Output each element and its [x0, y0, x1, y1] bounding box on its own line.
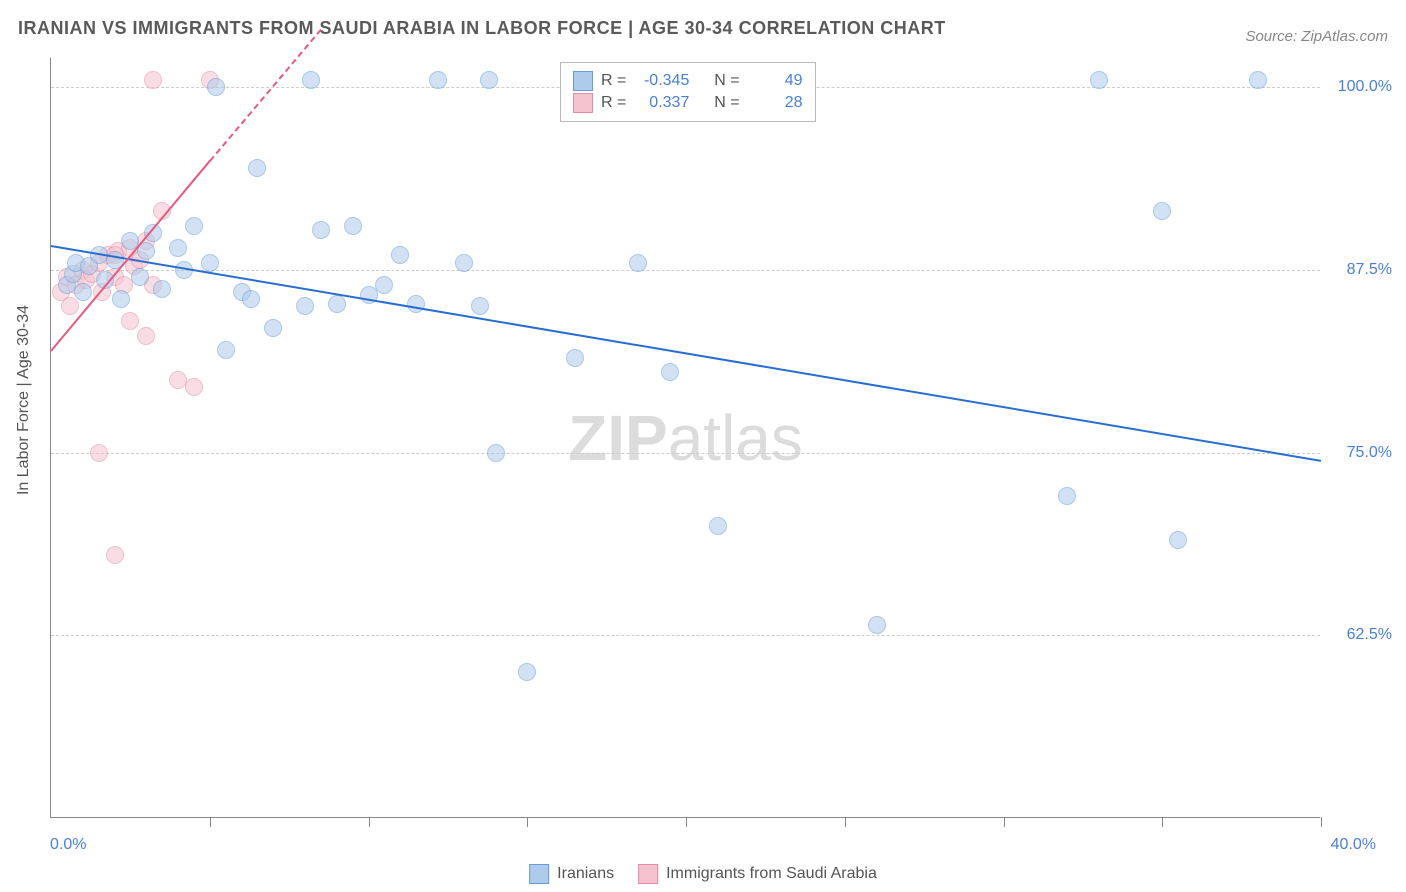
- scatter-point: [90, 444, 108, 462]
- y-tick-label: 100.0%: [1338, 78, 1392, 96]
- scatter-point: [455, 254, 473, 272]
- scatter-point: [518, 663, 536, 681]
- scatter-point: [144, 71, 162, 89]
- legend-item-1: Iranians: [529, 864, 614, 884]
- scatter-point: [1090, 71, 1108, 89]
- scatter-point: [709, 517, 727, 535]
- x-tick: [1162, 817, 1163, 827]
- scatter-point: [169, 239, 187, 257]
- scatter-point: [1169, 531, 1187, 549]
- scatter-point: [185, 217, 203, 235]
- n-value-2: 28: [748, 94, 803, 112]
- gridline-horizontal: [51, 635, 1320, 636]
- trend-line-extrapolated: [209, 29, 322, 162]
- scatter-point: [487, 444, 505, 462]
- scatter-point: [629, 254, 647, 272]
- x-tick: [527, 817, 528, 827]
- scatter-point: [242, 290, 260, 308]
- y-tick-label: 75.0%: [1347, 444, 1392, 462]
- swatch-series-1: [573, 71, 593, 91]
- r-label: R =: [601, 72, 626, 90]
- legend-label-1: Iranians: [557, 865, 614, 883]
- scatter-point: [471, 297, 489, 315]
- scatter-point: [661, 363, 679, 381]
- r-value-1: -0.345: [634, 72, 689, 90]
- trend-line: [51, 245, 1321, 462]
- scatter-point: [217, 341, 235, 359]
- n-label-2: N =: [714, 94, 739, 112]
- scatter-point: [566, 349, 584, 367]
- scatter-point: [207, 78, 225, 96]
- scatter-point: [344, 217, 362, 235]
- x-tick: [1321, 817, 1322, 827]
- swatch-iranians: [529, 864, 549, 884]
- chart-title: IRANIAN VS IMMIGRANTS FROM SAUDI ARABIA …: [18, 18, 946, 39]
- x-tick: [686, 817, 687, 827]
- stats-row-2: R = 0.337 N = 28: [573, 93, 803, 113]
- scatter-point: [480, 71, 498, 89]
- scatter-point: [131, 268, 149, 286]
- x-axis-max-label: 40.0%: [1331, 836, 1376, 854]
- stats-row-1: R = -0.345 N = 49: [573, 71, 803, 91]
- x-tick: [845, 817, 846, 827]
- scatter-point: [328, 295, 346, 313]
- watermark-bold: ZIP: [568, 402, 668, 474]
- scatter-point: [375, 276, 393, 294]
- scatter-point: [1058, 487, 1076, 505]
- swatch-series-2: [573, 93, 593, 113]
- chart-container: IRANIAN VS IMMIGRANTS FROM SAUDI ARABIA …: [0, 0, 1406, 892]
- x-tick: [1004, 817, 1005, 827]
- watermark: ZIPatlas: [568, 401, 803, 475]
- swatch-saudi: [638, 864, 658, 884]
- scatter-point: [1153, 202, 1171, 220]
- scatter-point: [868, 616, 886, 634]
- scatter-point: [74, 283, 92, 301]
- scatter-point: [61, 297, 79, 315]
- legend-item-2: Immigrants from Saudi Arabia: [638, 864, 877, 884]
- scatter-point: [264, 319, 282, 337]
- n-label: N =: [714, 72, 739, 90]
- scatter-point: [106, 546, 124, 564]
- y-tick-label: 62.5%: [1347, 626, 1392, 644]
- gridline-horizontal: [51, 453, 1320, 454]
- stats-legend: R = -0.345 N = 49 R = 0.337 N = 28: [560, 62, 816, 122]
- scatter-point: [312, 221, 330, 239]
- y-axis-label: In Labor Force | Age 30-34: [15, 305, 33, 495]
- scatter-point: [137, 327, 155, 345]
- n-value-1: 49: [748, 72, 803, 90]
- legend-label-2: Immigrants from Saudi Arabia: [666, 865, 877, 883]
- scatter-point: [1249, 71, 1267, 89]
- x-tick: [210, 817, 211, 827]
- scatter-point: [121, 312, 139, 330]
- r-value-2: 0.337: [634, 94, 689, 112]
- gridline-horizontal: [51, 270, 1320, 271]
- watermark-thin: atlas: [668, 402, 803, 474]
- scatter-point: [153, 280, 171, 298]
- scatter-point: [296, 297, 314, 315]
- scatter-point: [201, 254, 219, 272]
- x-tick: [369, 817, 370, 827]
- scatter-point: [429, 71, 447, 89]
- y-tick-label: 87.5%: [1347, 261, 1392, 279]
- r-label-2: R =: [601, 94, 626, 112]
- plot-area: ZIPatlas: [50, 58, 1320, 818]
- scatter-point: [248, 159, 266, 177]
- scatter-point: [112, 290, 130, 308]
- x-axis-min-label: 0.0%: [50, 836, 86, 854]
- source-attribution: Source: ZipAtlas.com: [1245, 28, 1388, 45]
- series-legend: Iranians Immigrants from Saudi Arabia: [529, 864, 877, 884]
- scatter-point: [185, 378, 203, 396]
- scatter-point: [391, 246, 409, 264]
- scatter-point: [302, 71, 320, 89]
